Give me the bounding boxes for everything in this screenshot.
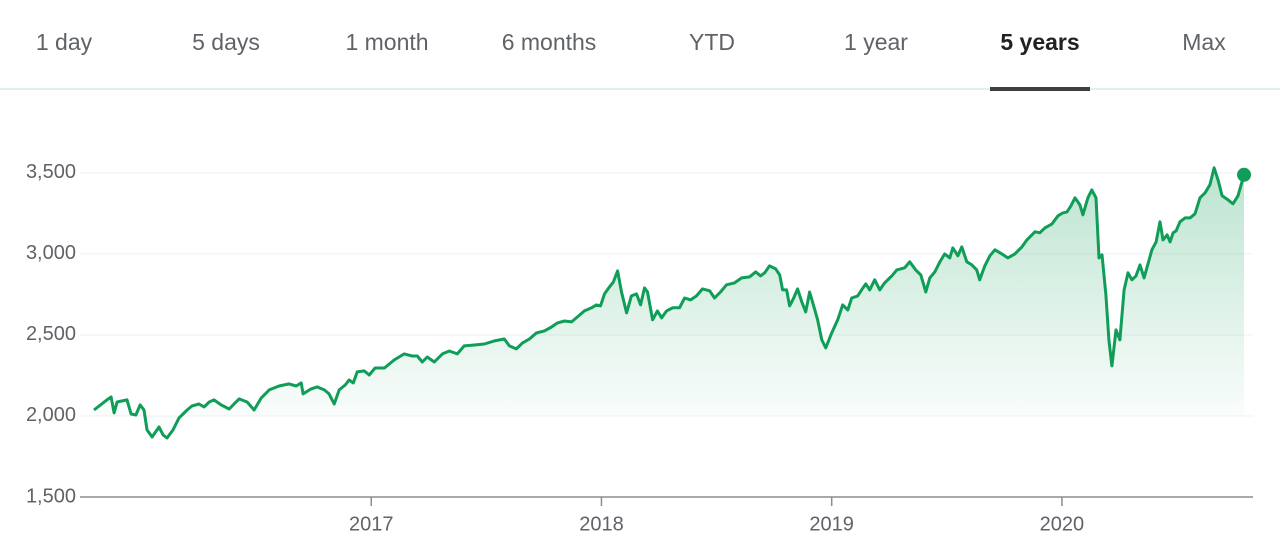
tab[interactable]: 6 months	[502, 29, 597, 55]
price-line	[93, 166, 1246, 440]
x-tick-label: 2018	[579, 513, 624, 535]
tab[interactable]: 5 years	[1000, 29, 1079, 55]
y-tick-label: 1,500	[26, 485, 76, 507]
area-fill	[94, 167, 1245, 439]
tab[interactable]: 5 days	[192, 29, 260, 55]
y-tick-label: 2,500	[26, 323, 76, 345]
tab-divider	[0, 88, 1280, 90]
y-tick-label: 3,500	[26, 161, 76, 183]
x-tick-label: 2019	[809, 513, 854, 535]
tab[interactable]: YTD	[689, 29, 735, 55]
tab[interactable]: 1 year	[844, 29, 908, 55]
y-tick-label: 2,000	[26, 404, 76, 426]
y-tick-label: 3,000	[26, 242, 76, 264]
x-tick-label: 2020	[1040, 513, 1085, 535]
tab[interactable]: 1 month	[345, 29, 428, 55]
last-point	[1237, 167, 1252, 182]
x-tick-label: 2017	[349, 513, 394, 535]
tab[interactable]: 1 day	[36, 29, 93, 55]
tab[interactable]: Max	[1182, 29, 1226, 55]
tab-bar: 1 day 5 days 1 month 6 months YTD 1 year 5 yea…	[36, 29, 1226, 91]
tab-indicator	[990, 87, 1090, 91]
plot: 1,500 2,000 2,500 3,000 3,500 2017 2018 2019 202…	[26, 161, 1253, 535]
